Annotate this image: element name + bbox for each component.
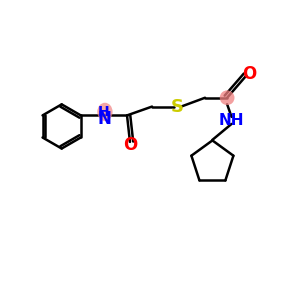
Text: H: H: [98, 105, 109, 119]
Ellipse shape: [97, 103, 112, 121]
Text: O: O: [242, 65, 256, 83]
Text: NH: NH: [219, 113, 244, 128]
Text: N: N: [98, 110, 112, 128]
Text: S: S: [171, 98, 184, 116]
Ellipse shape: [220, 90, 235, 105]
Text: O: O: [123, 136, 137, 154]
